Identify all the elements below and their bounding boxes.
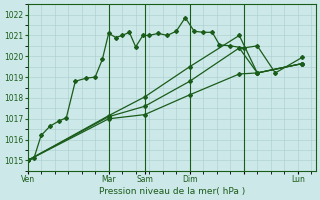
X-axis label: Pression niveau de la mer( hPa ): Pression niveau de la mer( hPa ): [99, 187, 245, 196]
